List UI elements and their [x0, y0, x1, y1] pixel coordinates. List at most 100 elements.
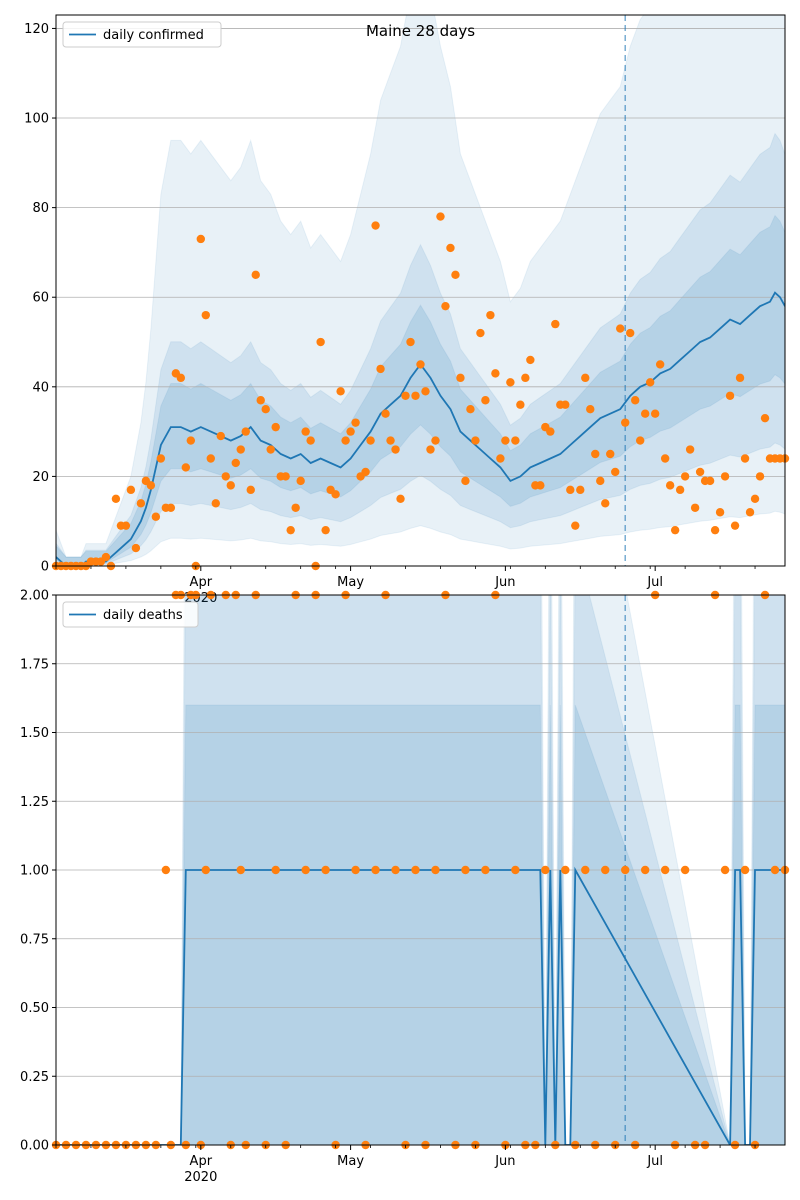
data-point	[660, 454, 670, 463]
data-point	[526, 355, 535, 365]
data-point	[301, 865, 310, 875]
y-tick-label: 0.00	[20, 1139, 49, 1154]
data-point	[680, 472, 690, 481]
y-tick-label: 80	[32, 201, 49, 216]
data-point	[166, 503, 176, 512]
data-point	[361, 467, 370, 477]
data-point	[321, 865, 330, 875]
data-point	[675, 485, 685, 495]
data-point	[181, 463, 191, 472]
data-point	[241, 427, 250, 436]
data-point	[735, 373, 745, 383]
data-point	[486, 310, 495, 320]
data-point	[151, 512, 161, 521]
data-point	[705, 476, 715, 486]
data-point	[601, 499, 610, 508]
data-point	[601, 865, 610, 875]
data-point	[301, 427, 310, 436]
data-point	[471, 436, 480, 445]
data-point	[476, 328, 485, 338]
data-point	[121, 521, 131, 530]
data-point	[481, 396, 490, 405]
chart-title: Maine 28 days	[366, 22, 475, 40]
y-tick-label: 120	[24, 22, 49, 37]
data-point	[201, 310, 210, 320]
x-tick-label: May	[337, 1154, 364, 1169]
data-point	[725, 391, 735, 400]
data-point	[581, 865, 590, 875]
data-point	[271, 422, 280, 432]
data-point	[101, 552, 111, 562]
data-point	[640, 409, 650, 418]
data-point	[211, 499, 220, 508]
x-tick-label: Jul	[646, 1154, 663, 1169]
y-tick-label: 1.25	[20, 795, 49, 810]
data-point	[760, 413, 770, 423]
y-tick-label: 0.25	[20, 1070, 49, 1085]
data-point	[431, 865, 440, 875]
data-point	[645, 378, 655, 387]
data-point	[571, 521, 580, 530]
x-tick-sublabel: 2020	[184, 1170, 217, 1185]
data-point	[561, 400, 570, 409]
data-point	[226, 481, 235, 490]
data-point	[650, 409, 660, 418]
data-point	[660, 865, 670, 875]
data-point	[596, 476, 605, 486]
data-point	[366, 436, 375, 445]
data-point	[256, 396, 265, 405]
data-point	[606, 449, 615, 459]
data-point	[586, 405, 595, 414]
data-point	[631, 396, 640, 405]
data-point	[281, 472, 290, 481]
y-tick-label: 0.50	[20, 1001, 49, 1016]
data-point	[391, 445, 400, 454]
data-point	[291, 503, 300, 512]
data-point	[516, 400, 525, 409]
uncertainty-band	[56, 15, 785, 566]
data-point	[576, 485, 585, 495]
data-point	[561, 865, 570, 875]
data-point	[466, 405, 475, 414]
data-point	[511, 436, 520, 445]
data-point	[745, 508, 755, 517]
data-point	[461, 865, 470, 875]
series-line-0	[56, 291, 785, 566]
data-point	[710, 525, 720, 535]
data-point	[621, 865, 630, 875]
data-point	[481, 865, 490, 875]
legend-label: daily confirmed	[103, 28, 204, 43]
data-point	[680, 865, 690, 875]
data-point	[411, 865, 420, 875]
data-point	[146, 481, 156, 490]
data-point	[206, 454, 215, 463]
data-point	[446, 243, 455, 253]
data-point	[396, 494, 405, 504]
data-point	[401, 391, 410, 400]
data-point	[331, 490, 340, 499]
data-point	[511, 865, 520, 875]
data-point	[156, 454, 166, 463]
plot-area	[56, 595, 785, 1145]
data-point	[436, 212, 445, 221]
data-point	[616, 324, 625, 333]
data-point	[690, 503, 700, 512]
y-tick-label: 0.75	[20, 932, 49, 947]
data-point	[770, 865, 780, 875]
legend-box	[62, 21, 222, 48]
data-point	[665, 481, 675, 490]
y-tick-label: 1.00	[20, 864, 49, 879]
data-point	[506, 378, 515, 387]
data-point	[740, 454, 750, 463]
data-point	[391, 865, 400, 875]
data-point	[421, 387, 430, 396]
data-point	[755, 472, 765, 481]
y-tick-label: 60	[32, 291, 49, 306]
data-point	[236, 445, 245, 454]
data-point	[216, 431, 225, 441]
data-point	[111, 494, 121, 504]
y-tick-label: 1.50	[20, 726, 49, 741]
data-point	[236, 865, 245, 875]
